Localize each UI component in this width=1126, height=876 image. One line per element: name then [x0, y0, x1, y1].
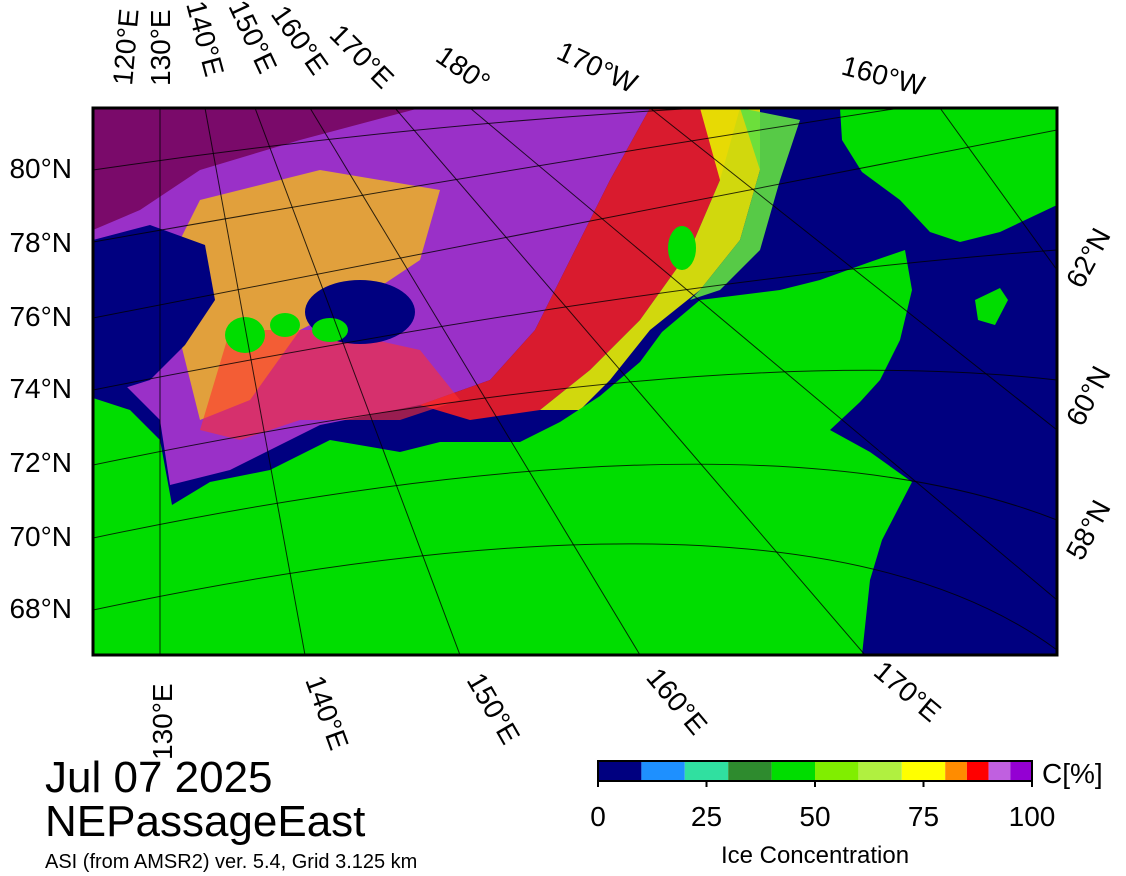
- island: [270, 313, 300, 337]
- date-title: Jul 07 2025: [45, 753, 273, 802]
- colorbar-segment: [901, 761, 946, 781]
- ice-margin-red: [420, 108, 740, 420]
- lon-labels-bottom: 130°E 140°E 150°E 160°E 170°E: [147, 655, 947, 760]
- island: [312, 318, 348, 342]
- colorbar: C[%] Ice Concentration 0 25 50 75 100: [590, 758, 1102, 869]
- lat-labels-right: 62°N 60°N 58°N: [1060, 223, 1117, 565]
- colorbar-segment: [966, 761, 989, 781]
- lat-label: 76°N: [9, 301, 72, 332]
- lon-label: 170°E: [868, 655, 947, 728]
- region-title: NEPassageEast: [45, 797, 365, 846]
- colorbar-segment: [945, 761, 967, 781]
- colorbar-segment: [684, 761, 729, 781]
- colorbar-segment: [815, 761, 859, 781]
- lat-label: 72°N: [9, 447, 72, 478]
- colorbar-label: Ice Concentration: [721, 842, 909, 869]
- lat-label: 62°N: [1060, 223, 1117, 293]
- colorbar-segment: [598, 761, 642, 781]
- lat-label: 68°N: [9, 593, 72, 624]
- lon-label: 180°: [431, 40, 496, 99]
- colorbar-segment: [1010, 761, 1032, 781]
- map: [93, 108, 1057, 655]
- colorbar-tick-label: 100: [1009, 801, 1056, 832]
- graticule: [93, 108, 1057, 655]
- map-frame: [91, 106, 1059, 657]
- island: [225, 317, 265, 353]
- colorbar-segment: [728, 761, 772, 781]
- colorbar-segment: [988, 761, 1011, 781]
- lat-labels-left: 80°N 78°N 76°N 74°N 72°N 70°N 68°N: [9, 153, 72, 624]
- ice-margin-yellow: [540, 108, 760, 410]
- colorbar-segment: [771, 761, 815, 781]
- colorbar-tick-label: 50: [799, 801, 830, 832]
- land-island: [975, 288, 1008, 325]
- lat-label: 60°N: [1060, 361, 1117, 431]
- lat-label: 70°N: [9, 521, 72, 552]
- land: [93, 250, 912, 655]
- lat-label: 58°N: [1060, 495, 1117, 565]
- lon-label: 160°E: [640, 662, 713, 741]
- source-note: ASI (from AMSR2) ver. 5.4, Grid 3.125 km: [45, 851, 417, 873]
- lon-label: 140°E: [299, 671, 354, 754]
- ice-margin-green: [690, 108, 800, 300]
- lon-label: 160°W: [838, 50, 928, 102]
- lon-label: 130°E: [145, 9, 176, 86]
- lat-label: 74°N: [9, 373, 72, 404]
- colorbar-segment: [641, 761, 685, 781]
- lon-label: 140°E: [180, 0, 230, 80]
- lon-label: 130°E: [147, 683, 178, 760]
- island: [668, 226, 696, 270]
- lon-label: 150°E: [461, 668, 526, 750]
- lon-label: 170°W: [552, 35, 642, 99]
- colorbar-unit: C[%]: [1042, 758, 1103, 789]
- colorbar-segment: [858, 761, 902, 781]
- sea-west: [93, 225, 215, 398]
- lat-label: 78°N: [9, 227, 72, 258]
- lon-label: 120°E: [107, 8, 145, 87]
- lon-label: 170°E: [324, 18, 400, 94]
- colorbar-tick-label: 0: [590, 801, 606, 832]
- colorbar-tick-label: 75: [908, 801, 939, 832]
- colorbar-tick-label: 25: [691, 801, 722, 832]
- lat-label: 80°N: [9, 153, 72, 184]
- ice-dark: [93, 108, 420, 230]
- land-alaska: [840, 108, 1057, 242]
- lon-labels-top: 120°E 130°E 140°E 150°E 160°E 170°E 180°…: [107, 0, 928, 102]
